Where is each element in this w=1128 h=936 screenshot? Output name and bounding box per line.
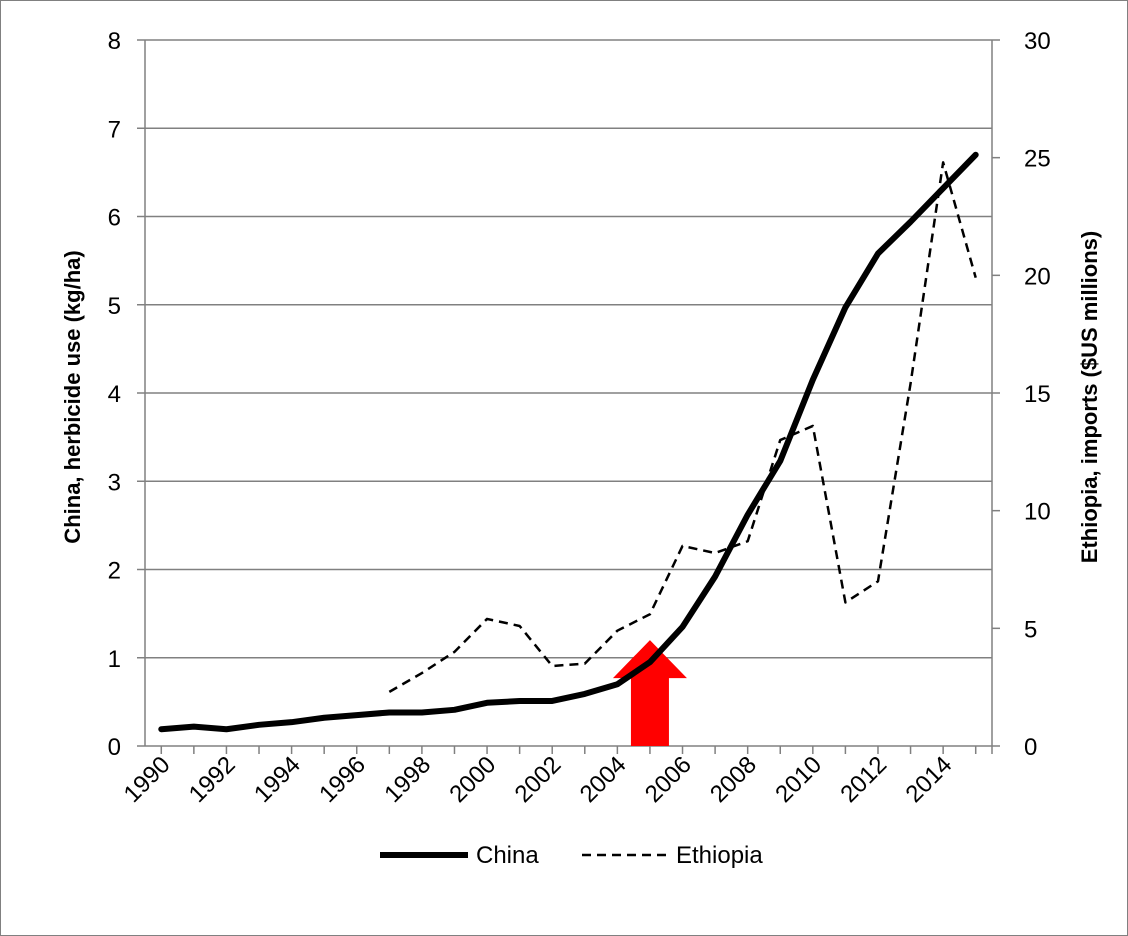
series-line-ethiopia [388, 161, 977, 693]
y-tick-label-left: 0 [108, 734, 121, 761]
red-arrow-annotation [612, 640, 687, 746]
y-tick-label-left: 8 [108, 28, 121, 55]
y-axis-left-title: China, herbicide use (kg/ha) [60, 250, 85, 543]
legend: China Ethiopia [380, 842, 763, 869]
legend-label-china: China [476, 842, 539, 869]
y-axis-right-title: Ethiopia, imports ($US millions) [1077, 231, 1102, 563]
y-tick-label-left: 4 [108, 381, 121, 408]
annotations [612, 640, 687, 746]
axes [137, 39, 1000, 754]
y-tick-label-left: 5 [108, 293, 121, 320]
y-tick-label-right: 25 [1024, 146, 1051, 173]
y-tick-label-left: 6 [108, 205, 121, 232]
y-tick-label-right: 20 [1024, 263, 1051, 290]
legend-label-ethiopia: Ethiopia [676, 842, 763, 869]
y-tick-label-right: 10 [1024, 499, 1051, 526]
y-tick-label-right: 0 [1024, 734, 1037, 761]
y-tick-label-left: 1 [108, 646, 121, 673]
series-line-china [158, 151, 979, 733]
y-tick-label-left: 3 [108, 469, 121, 496]
gridlines [145, 39, 992, 659]
y-tick-label-right: 5 [1024, 616, 1037, 643]
y-tick-label-left: 2 [108, 558, 121, 585]
y-tick-label-right: 15 [1024, 381, 1051, 408]
series-lines [158, 151, 979, 733]
y-tick-label-right: 30 [1024, 28, 1051, 55]
y-tick-label-left: 7 [108, 116, 121, 143]
